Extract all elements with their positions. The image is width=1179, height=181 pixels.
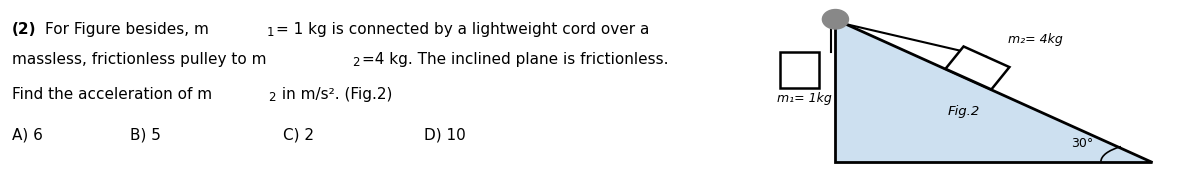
Text: =4 kg. The inclined plane is frictionless.: =4 kg. The inclined plane is frictionles…	[362, 52, 668, 67]
Text: Fig.2: Fig.2	[947, 105, 980, 118]
Text: = 1 kg is connected by a lightweight cord over a: = 1 kg is connected by a lightweight cor…	[276, 22, 650, 37]
Text: in m/s². (Fig.2): in m/s². (Fig.2)	[277, 87, 393, 102]
Text: m₂= 4kg: m₂= 4kg	[1008, 33, 1062, 46]
Bar	[779, 52, 819, 88]
Polygon shape	[946, 47, 1009, 89]
Text: m₁= 1kg: m₁= 1kg	[777, 92, 832, 105]
Text: 2: 2	[353, 56, 360, 69]
Text: D) 10: D) 10	[424, 128, 466, 143]
Circle shape	[823, 10, 849, 29]
Text: 1: 1	[266, 26, 274, 39]
Text: massless, frictionless pulley to m: massless, frictionless pulley to m	[12, 52, 266, 67]
Text: 30°: 30°	[1071, 137, 1093, 150]
Text: (2): (2)	[12, 22, 37, 37]
Polygon shape	[836, 19, 1152, 162]
Text: For Figure besides, m: For Figure besides, m	[45, 22, 209, 37]
Text: 2: 2	[268, 91, 275, 104]
Text: Find the acceleration of m: Find the acceleration of m	[12, 87, 212, 102]
Text: B) 5: B) 5	[130, 128, 160, 143]
Text: A) 6: A) 6	[12, 128, 42, 143]
Text: C) 2: C) 2	[283, 128, 314, 143]
